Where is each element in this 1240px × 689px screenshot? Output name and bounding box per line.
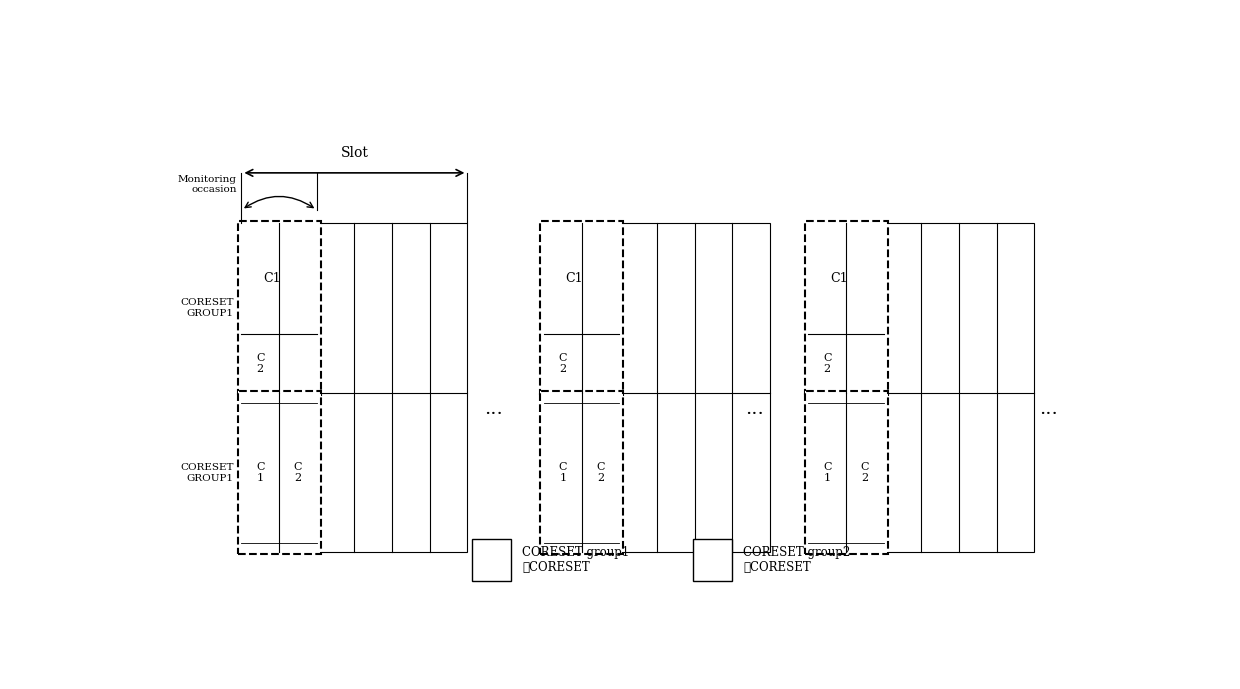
Text: ...: ... bbox=[484, 400, 502, 418]
Bar bbox=[805, 221, 888, 395]
Bar bbox=[242, 223, 467, 552]
Text: C1: C1 bbox=[565, 272, 583, 285]
Text: ...: ... bbox=[745, 400, 764, 418]
Bar bbox=[472, 539, 511, 582]
Text: C
2: C 2 bbox=[294, 462, 303, 484]
Text: C
2: C 2 bbox=[559, 353, 567, 374]
Text: Slot: Slot bbox=[341, 145, 368, 160]
Text: C
2: C 2 bbox=[861, 462, 869, 484]
Bar bbox=[238, 221, 321, 395]
Text: CORESET group1
的CORESET: CORESET group1 的CORESET bbox=[522, 546, 630, 574]
Text: C
1: C 1 bbox=[559, 462, 567, 484]
Text: C
2: C 2 bbox=[823, 353, 832, 374]
Text: ...: ... bbox=[1039, 400, 1058, 418]
Text: C1: C1 bbox=[830, 272, 847, 285]
Text: CORESET
GROUP1: CORESET GROUP1 bbox=[180, 462, 234, 483]
Bar bbox=[238, 391, 321, 555]
Bar bbox=[808, 223, 1034, 552]
Bar bbox=[541, 221, 624, 395]
Text: C
2: C 2 bbox=[255, 353, 264, 374]
Text: Monitoring
occasion: Monitoring occasion bbox=[177, 175, 237, 194]
Text: C
2: C 2 bbox=[596, 462, 605, 484]
Text: C
1: C 1 bbox=[823, 462, 832, 484]
Text: C1: C1 bbox=[263, 272, 280, 285]
Text: C
1: C 1 bbox=[255, 462, 264, 484]
Text: CORESET
GROUP1: CORESET GROUP1 bbox=[180, 298, 234, 318]
Bar bbox=[541, 391, 624, 555]
Text: CORESET group2
的CORESET: CORESET group2 的CORESET bbox=[743, 546, 851, 574]
Bar bbox=[805, 391, 888, 555]
Bar bbox=[693, 539, 732, 582]
Bar bbox=[544, 223, 770, 552]
